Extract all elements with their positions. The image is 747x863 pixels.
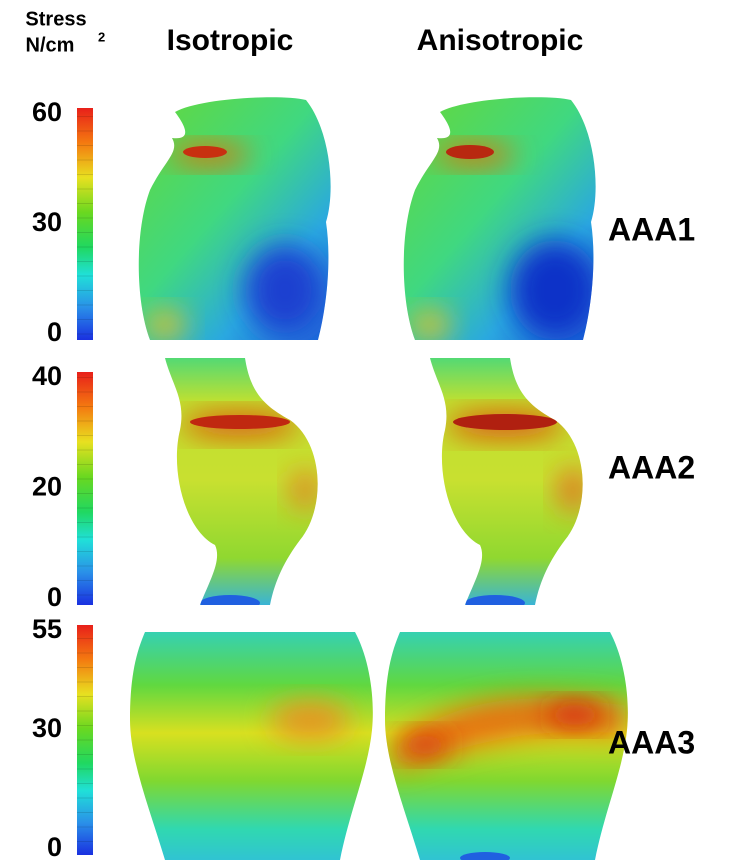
- model-anisotropic: [385, 90, 615, 350]
- model-anisotropic: [375, 625, 635, 863]
- color-bar-bands: [77, 625, 93, 855]
- scale-tick-label: 30: [32, 713, 62, 743]
- model-label: AAA3: [608, 724, 695, 760]
- model-isotropic: [120, 90, 350, 350]
- unit-power: 2: [98, 29, 105, 44]
- scale-tick-label: 0: [47, 832, 62, 862]
- quantity-label: Stress: [25, 8, 86, 30]
- model-isotropic: [120, 625, 380, 863]
- color-bar-bands: [77, 372, 93, 605]
- scale-tick-label: 40: [32, 361, 62, 391]
- scale-tick-label: 30: [32, 207, 62, 237]
- unit-label: N/cm: [26, 34, 75, 56]
- header: Stress N/cm 2 Isotropic Anisotropic: [25, 8, 583, 57]
- column-title: Isotropic: [167, 24, 294, 57]
- scale-tick-label: 0: [47, 317, 62, 347]
- figure: Stress N/cm 2 Isotropic Anisotropic: [0, 0, 747, 863]
- scale-tick-label: 20: [32, 472, 62, 502]
- model-label: AAA2: [608, 449, 695, 485]
- model-label: AAA1: [608, 211, 695, 247]
- model-isotropic: [150, 350, 340, 611]
- color-bar-bands: [77, 108, 93, 340]
- scale-tick-label: 0: [47, 582, 62, 612]
- model-anisotropic: [415, 350, 605, 611]
- scale-tick-label: 60: [32, 97, 62, 127]
- scale-tick-label: 55: [32, 614, 62, 644]
- column-title: Anisotropic: [417, 24, 584, 57]
